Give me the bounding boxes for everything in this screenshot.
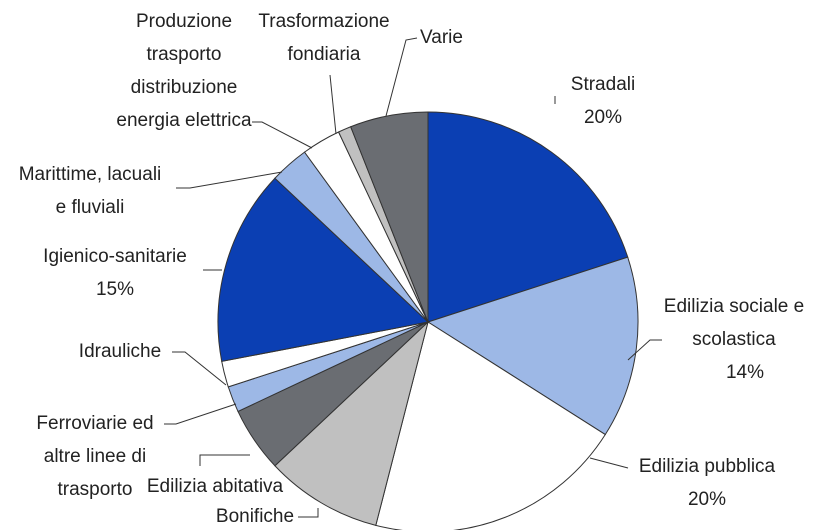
leader-line [199,454,250,466]
slice-label: Marittime, lacuali e fluviali [19,164,162,218]
label-line: scolastica [692,329,776,350]
leader-line [176,171,283,189]
leader-line [329,74,337,135]
label-line: Idrauliche [79,341,161,362]
label-line: distribuzione [131,77,238,98]
leader-line [385,37,418,117]
label-line: Igienico-sanitarie [43,246,187,267]
leader-line [164,403,237,425]
value-label: 20% [688,489,726,510]
pie-slice [375,321,606,530]
label-line: energia elettrica [116,110,252,131]
slice-label: Trasformazione fondiaria [258,11,389,65]
label-line: trasporto [58,479,133,500]
label-line: Edilizia pubblica [639,456,776,477]
pie-slice [350,111,429,323]
value-label: 15% [96,279,134,300]
slice-label: Idrauliche [79,341,161,362]
slice-label: Stradali [571,74,635,95]
pie-slice [426,256,639,436]
slice-label: Edilizia abitativa [147,476,284,497]
pie-slice [427,111,629,323]
label-line: trasporto [147,44,222,65]
slice-label: Bonifiche [216,506,294,527]
label-line: altre linee di [44,446,146,467]
slice-label: Ferroviarie ed altre linee di trasporto [36,413,153,500]
slice-label: Igienico-sanitarie [43,246,187,267]
slice-label: Varie [420,27,463,48]
value-label: 14% [726,362,764,383]
label-line: Marittime, lacuali [19,164,162,185]
pie-slice [217,177,430,362]
leader-line [627,339,662,361]
label-line: fondiaria [288,44,361,65]
slice-label: Edilizia pubblica [639,456,776,477]
label-line: Edilizia sociale e [664,296,804,317]
leader-line [252,121,313,149]
value-label: 20% [584,107,622,128]
label-line: Ferroviarie ed [36,413,153,434]
label-line: Trasformazione [258,11,389,32]
slice-label: Edilizia sociale e scolastica [664,296,804,350]
leader-line [172,351,227,386]
label-line: e fluviali [56,197,125,218]
label-line: Bonifiche [216,506,294,527]
label-line: Stradali [571,74,635,95]
leader-line [589,457,629,469]
pie-slice [274,320,429,527]
slice-label: Produzione trasporto distribuzione energia … [116,11,252,131]
label-line: Produzione [136,11,232,32]
label-line: Varie [420,27,463,48]
leader-line [298,508,319,518]
label-line: Edilizia abitativa [147,476,284,497]
